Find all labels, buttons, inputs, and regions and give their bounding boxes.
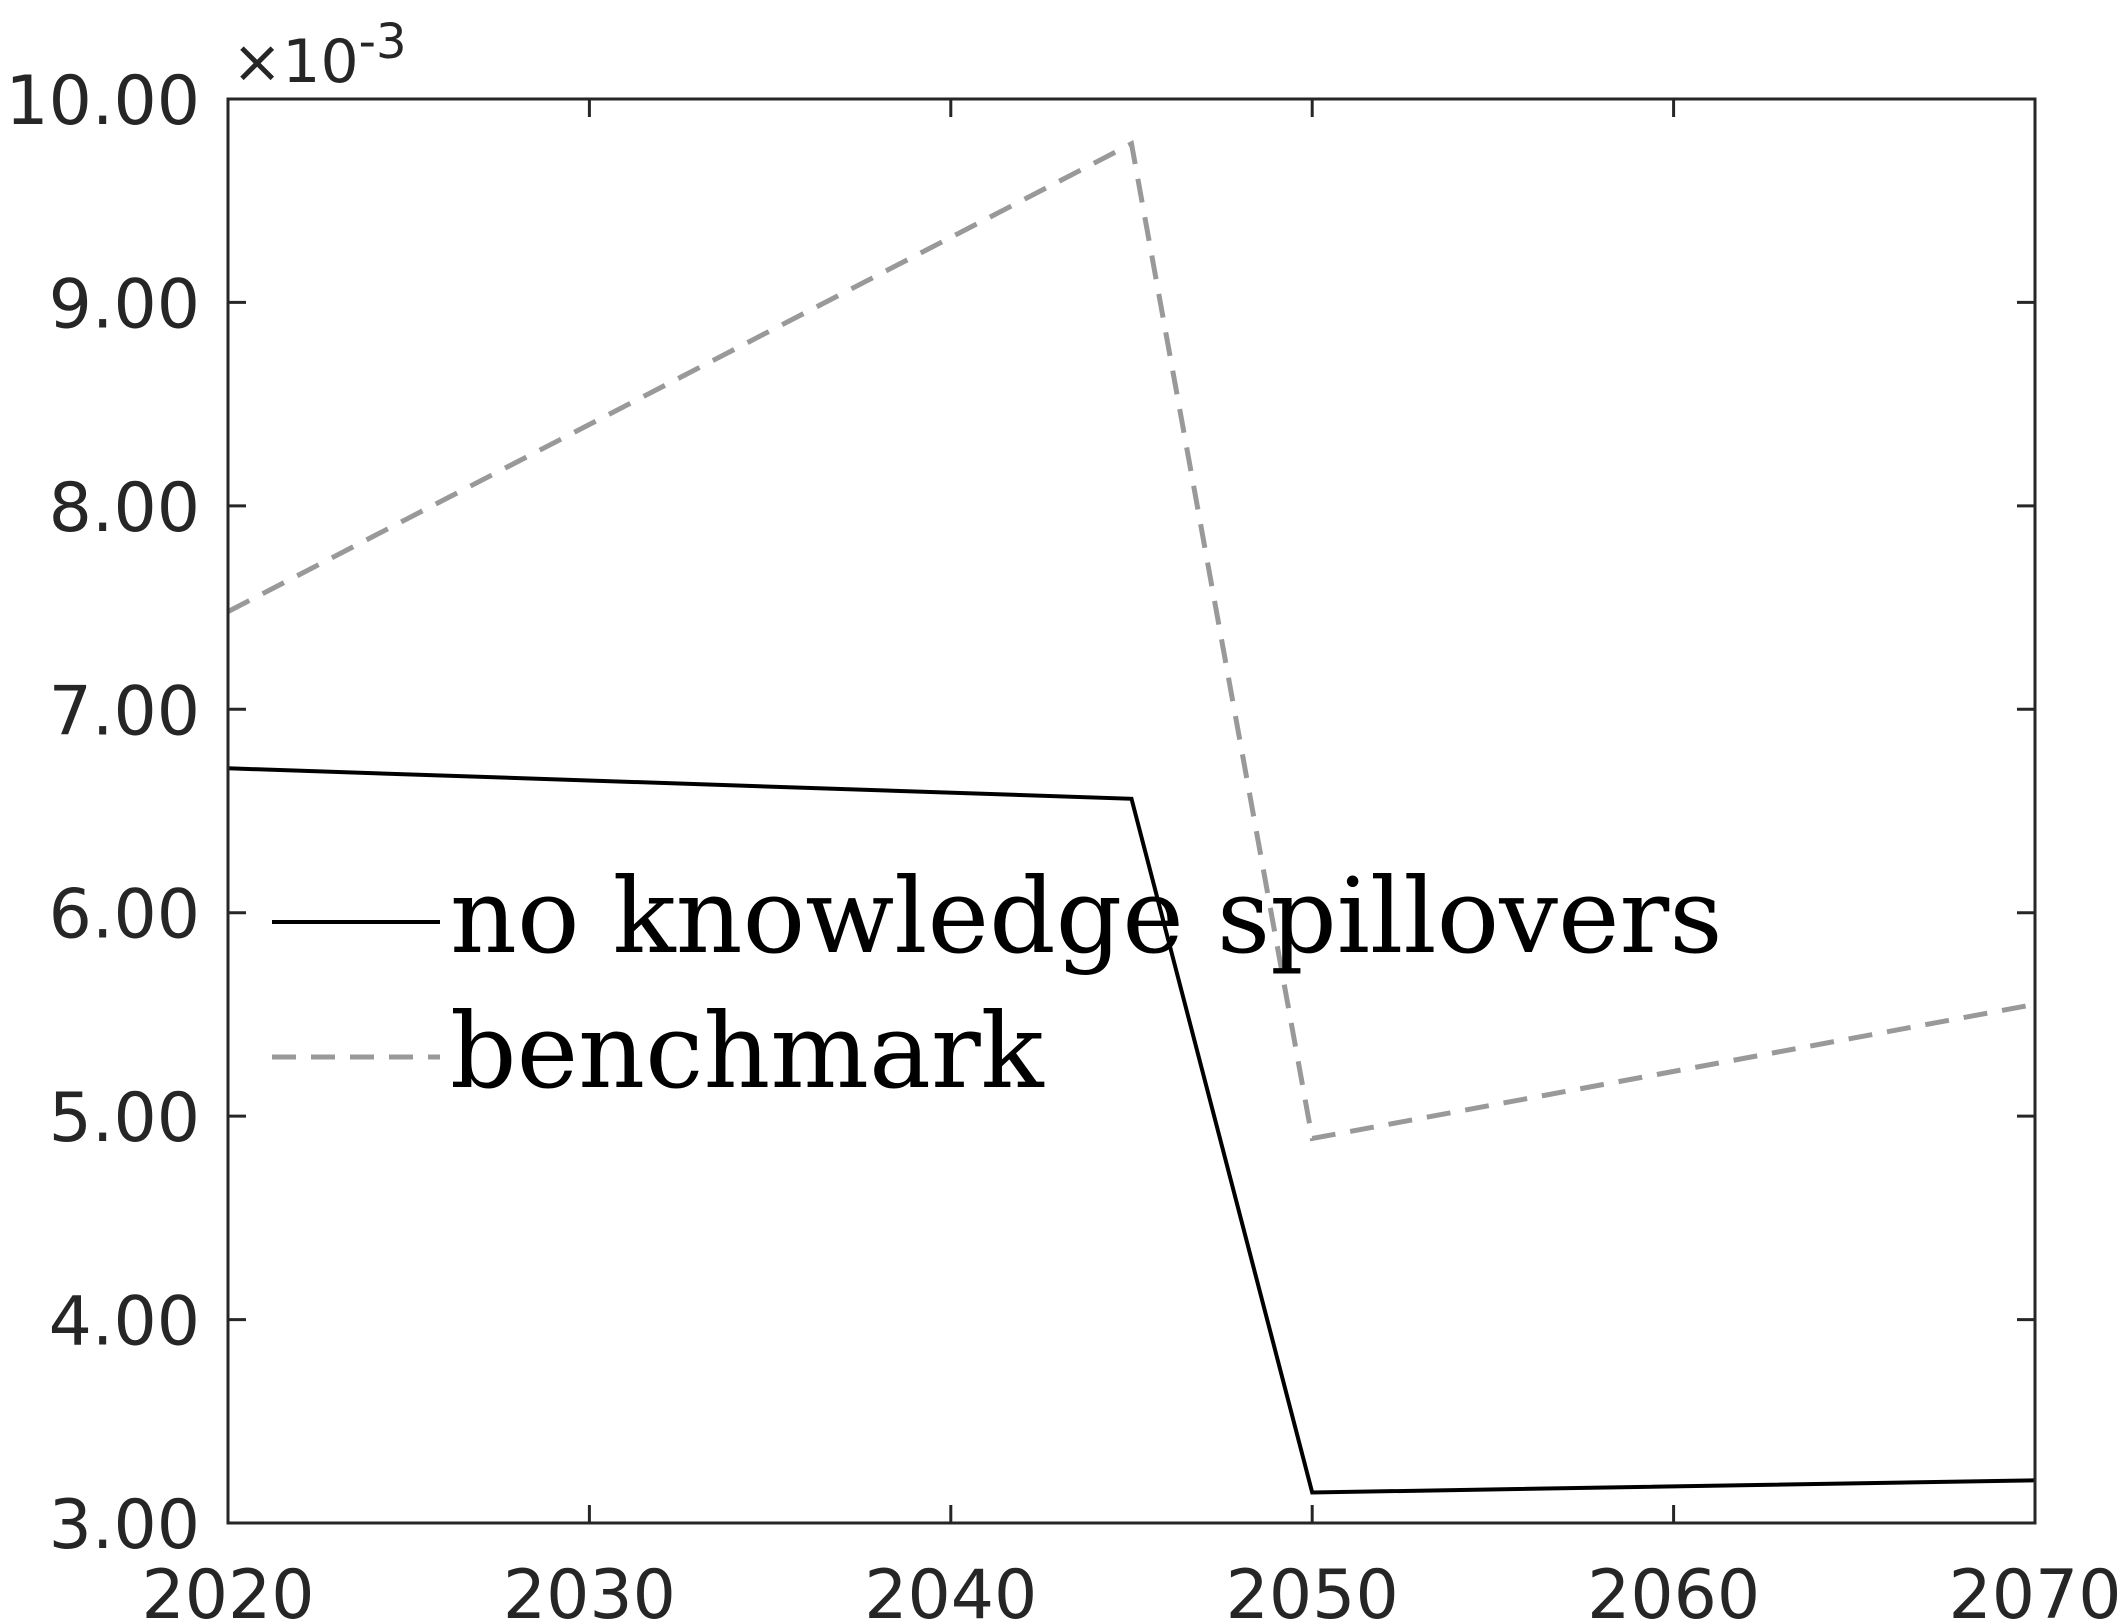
series-line-1 [227,766,2036,1495]
y-tick-label-1: 4.00 [49,1283,200,1362]
x-tick-label-3: 2050 [1226,1556,1399,1622]
y-axis-exponent-power: -3 [359,14,407,70]
series-layer [226,140,2036,1495]
y-tick-label-5: 8.00 [49,469,200,548]
y-axis-exponent-label: ×10-3 [232,14,406,97]
y-tick-label-2: 5.00 [49,1079,200,1158]
x-tick-label-0: 2020 [141,1556,314,1622]
y-tick-label-3: 6.00 [49,876,200,955]
y-axis-exponent-base: ×10 [232,27,359,97]
legend-label-1: no knowledge spillovers [450,855,1723,977]
axis-ticks [226,97,2037,1525]
x-axis-tick-labels: 2020 2030 2040 2050 2060 2070 [141,1556,2121,1622]
y-tick-label-6: 9.00 [49,265,200,344]
legend-label-2: benchmark [450,990,1045,1112]
plot-area-frame [226,97,2037,1525]
y-axis-tick-labels: 3.00 4.00 5.00 6.00 7.00 8.00 9.00 10.00 [5,62,200,1565]
y-tick-label-4: 7.00 [49,672,200,751]
x-tick-label-2: 2040 [864,1556,1037,1622]
y-tick-label-7: 10.00 [5,62,200,141]
x-tick-label-5: 2070 [1948,1556,2121,1622]
series-line-2 [226,140,2036,1142]
x-tick-label-1: 2030 [503,1556,676,1622]
y-tick-label-0: 3.00 [49,1486,200,1565]
legend: no knowledge spillovers benchmark [272,855,1723,1112]
x-tick-label-4: 2060 [1587,1556,1760,1622]
